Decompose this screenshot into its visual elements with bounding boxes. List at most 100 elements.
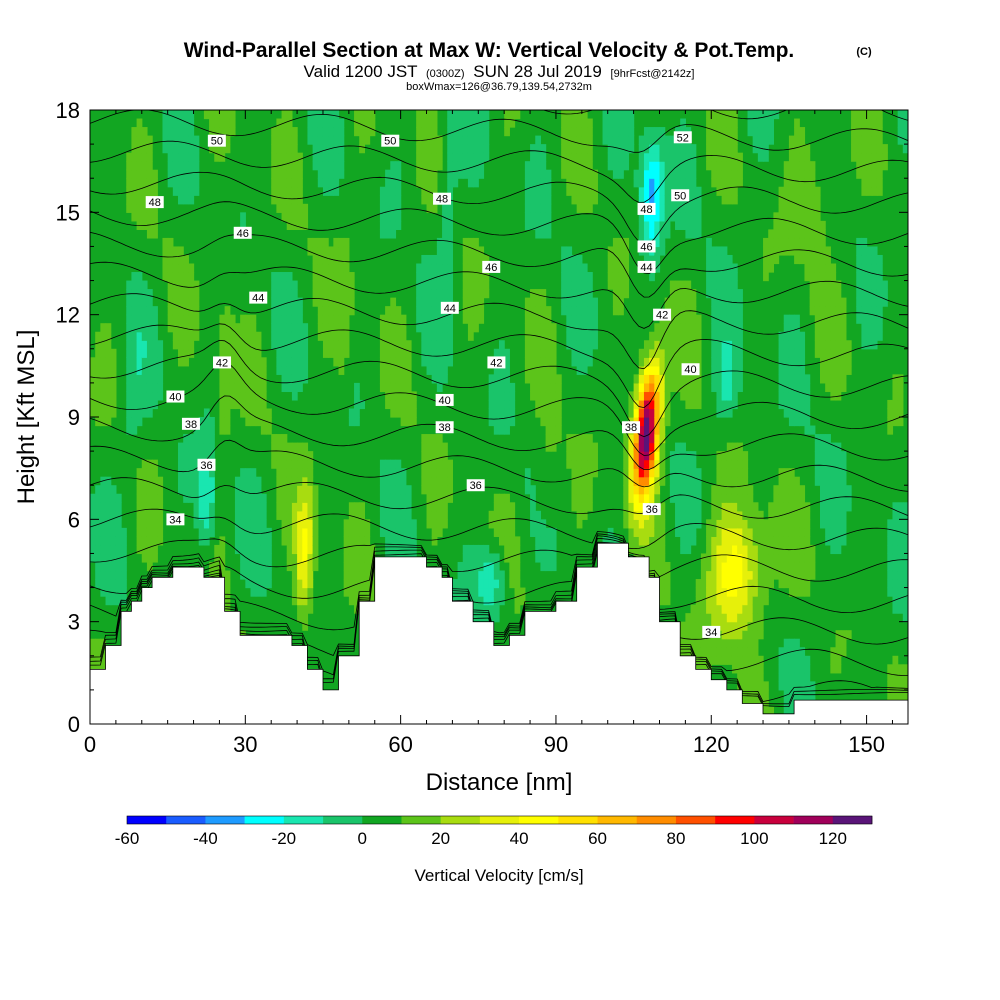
velocity-cell bbox=[416, 110, 422, 120]
velocity-cell bbox=[405, 493, 412, 503]
velocity-cell bbox=[633, 502, 640, 512]
velocity-cell bbox=[436, 272, 443, 282]
velocity-cell bbox=[576, 152, 583, 162]
velocity-cell bbox=[354, 502, 360, 512]
velocity-cell bbox=[90, 399, 96, 410]
velocity-cell bbox=[240, 519, 246, 529]
velocity-cell bbox=[835, 340, 842, 350]
velocity-cell bbox=[141, 280, 148, 290]
velocity-cell bbox=[379, 212, 386, 222]
velocity-cell bbox=[141, 289, 148, 299]
velocity-cell bbox=[136, 272, 143, 282]
velocity-cell bbox=[421, 178, 428, 188]
velocity-cell bbox=[343, 544, 350, 555]
velocity-cell bbox=[752, 553, 759, 563]
velocity-cell bbox=[623, 246, 630, 256]
velocity-cell bbox=[255, 374, 262, 384]
velocity-cell bbox=[649, 519, 655, 529]
velocity-cell bbox=[359, 561, 365, 572]
velocity-cell bbox=[499, 596, 505, 606]
velocity-cell bbox=[214, 553, 221, 563]
velocity-cell bbox=[431, 110, 438, 120]
velocity-cell bbox=[390, 306, 397, 316]
theta-label-text: 36 bbox=[200, 460, 212, 472]
velocity-cell bbox=[431, 451, 438, 461]
velocity-cell bbox=[716, 527, 723, 537]
velocity-cell bbox=[825, 306, 831, 316]
velocity-cell bbox=[436, 434, 443, 444]
velocity-cell bbox=[783, 391, 790, 401]
velocity-cell bbox=[861, 169, 868, 179]
velocity-cell bbox=[188, 263, 195, 273]
velocity-cell bbox=[245, 476, 252, 486]
velocity-cell bbox=[188, 152, 195, 162]
velocity-cell bbox=[897, 672, 904, 682]
velocity-cell bbox=[571, 434, 578, 444]
velocity-cell bbox=[783, 510, 790, 520]
velocity-cell bbox=[395, 485, 402, 495]
velocity-cell bbox=[861, 280, 868, 290]
velocity-cell bbox=[742, 664, 749, 674]
velocity-cell bbox=[742, 587, 749, 597]
velocity-cell bbox=[281, 519, 288, 529]
velocity-cell bbox=[317, 118, 324, 128]
velocity-cell bbox=[768, 570, 774, 580]
velocity-cell bbox=[467, 561, 474, 572]
velocity-cell bbox=[188, 331, 195, 341]
velocity-cell bbox=[359, 570, 365, 580]
velocity-cell bbox=[509, 536, 516, 546]
velocity-cell bbox=[638, 178, 645, 188]
velocity-cell bbox=[902, 570, 908, 580]
velocity-cell bbox=[716, 553, 723, 563]
velocity-cell bbox=[814, 468, 821, 478]
velocity-cell bbox=[685, 468, 692, 478]
theta-label: 42 bbox=[487, 356, 506, 369]
velocity-cell bbox=[576, 289, 583, 299]
velocity-cell bbox=[804, 169, 811, 179]
velocity-cell bbox=[721, 323, 728, 333]
velocity-cell bbox=[545, 536, 552, 546]
velocity-cell bbox=[162, 127, 169, 137]
velocity-cell bbox=[788, 365, 795, 375]
velocity-cell bbox=[690, 212, 697, 222]
velocity-cell bbox=[731, 161, 738, 171]
velocity-cell bbox=[794, 178, 800, 188]
theta-label: 46 bbox=[637, 240, 656, 253]
velocity-cell bbox=[234, 536, 241, 546]
velocity-cell bbox=[245, 391, 252, 401]
velocity-cell bbox=[291, 502, 298, 512]
velocity-cell bbox=[172, 272, 179, 282]
velocity-cell bbox=[804, 510, 811, 520]
velocity-cell bbox=[302, 613, 309, 623]
velocity-cell bbox=[172, 263, 179, 273]
velocity-cell bbox=[592, 451, 598, 461]
velocity-cell bbox=[540, 169, 547, 179]
velocity-cell bbox=[100, 485, 107, 495]
velocity-cell bbox=[110, 527, 117, 537]
velocity-cell bbox=[405, 417, 412, 427]
velocity-cell bbox=[297, 579, 303, 589]
velocity-cell bbox=[198, 502, 205, 512]
velocity-cell bbox=[778, 348, 785, 358]
velocity-cell bbox=[385, 340, 391, 350]
velocity-cell bbox=[260, 365, 267, 375]
velocity-cell bbox=[721, 630, 728, 640]
velocity-cell bbox=[209, 510, 215, 520]
velocity-cell bbox=[794, 357, 800, 367]
velocity-cell bbox=[835, 382, 842, 393]
velocity-cell bbox=[452, 169, 459, 179]
velocity-cell bbox=[685, 502, 692, 512]
velocity-cell bbox=[876, 152, 883, 162]
velocity-cell bbox=[240, 382, 246, 393]
velocity-cell bbox=[426, 459, 433, 469]
velocity-cell bbox=[105, 527, 112, 537]
theta-label-text: 44 bbox=[252, 293, 264, 305]
velocity-cell bbox=[400, 323, 407, 333]
velocity-cell bbox=[737, 502, 743, 512]
velocity-cell bbox=[643, 459, 650, 469]
velocity-cell bbox=[726, 152, 733, 162]
velocity-cell bbox=[281, 357, 288, 367]
velocity-cell bbox=[209, 144, 215, 154]
velocity-cell bbox=[219, 118, 226, 128]
velocity-cell bbox=[716, 289, 723, 299]
